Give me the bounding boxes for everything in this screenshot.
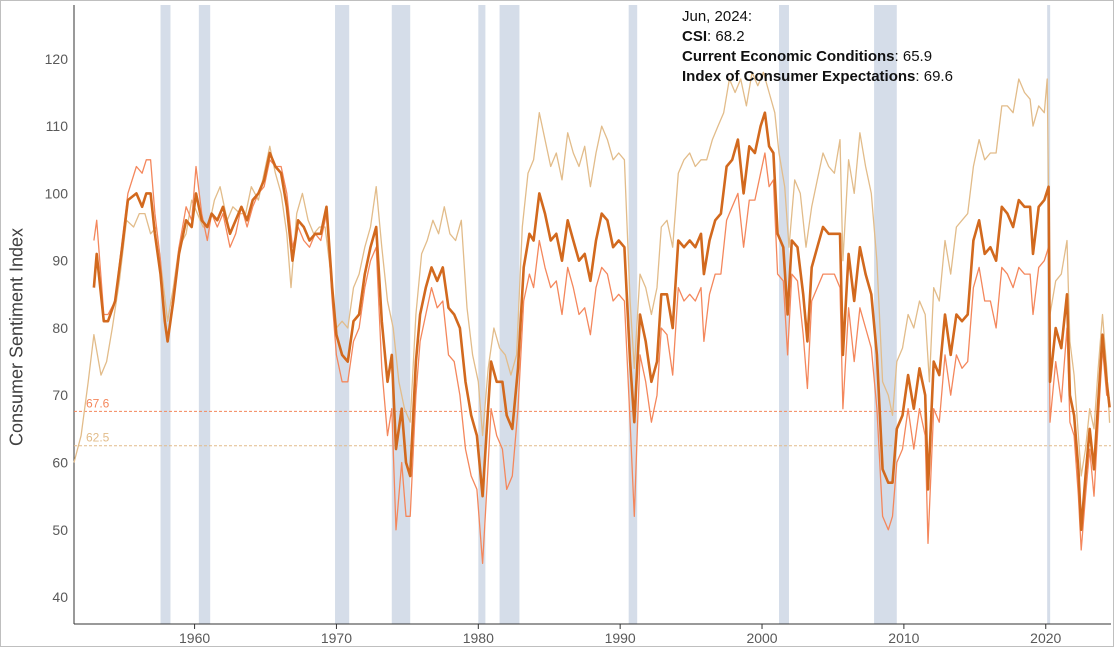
recession-band-8 bbox=[874, 5, 897, 624]
recession-band-1 bbox=[198, 5, 211, 624]
x-tick-2010: 2010 bbox=[888, 630, 919, 646]
reference-label-0: 67.6 bbox=[86, 396, 110, 410]
y-tick-50: 50 bbox=[52, 522, 68, 538]
tooltip-value-expectations: : 69.6 bbox=[915, 68, 953, 85]
recession-band-5 bbox=[499, 5, 520, 624]
series-line-expectations bbox=[93, 152, 1111, 565]
recession-band-4 bbox=[478, 5, 486, 624]
tooltip-name-current: Current Economic Conditions bbox=[682, 48, 895, 65]
recession-band-2 bbox=[335, 5, 350, 624]
tooltip-name-csi: CSI bbox=[682, 28, 708, 45]
y-tick-40: 40 bbox=[52, 589, 68, 605]
recession-band-6 bbox=[628, 5, 638, 624]
x-tick-1970: 1970 bbox=[321, 630, 352, 646]
y-tick-110: 110 bbox=[46, 118, 69, 134]
tooltip-row-current: Current Economic Conditions: 65.9 bbox=[682, 47, 953, 67]
y-tick-90: 90 bbox=[52, 253, 68, 269]
x-tick-1980: 1980 bbox=[463, 630, 494, 646]
y-tick-60: 60 bbox=[52, 455, 68, 471]
recession-band-0 bbox=[160, 5, 171, 624]
x-tick-1990: 1990 bbox=[605, 630, 636, 646]
x-tick-2020: 2020 bbox=[1030, 630, 1061, 646]
y-tick-100: 100 bbox=[45, 185, 69, 201]
series-line-csi bbox=[92, 111, 1111, 532]
y-tick-80: 80 bbox=[52, 320, 68, 336]
reference-label-1: 62.5 bbox=[86, 431, 110, 445]
hover-tooltip: Jun, 2024: CSI: 68.2 Current Economic Co… bbox=[682, 7, 953, 87]
y-axis-label: Consumer Sentiment Index bbox=[6, 227, 27, 447]
tooltip-date: Jun, 2024: bbox=[682, 8, 753, 25]
recession-band-3 bbox=[391, 5, 411, 624]
tooltip-name-expectations: Index of Consumer Expectations bbox=[682, 68, 916, 85]
tooltip-row-csi: CSI: 68.2 bbox=[682, 27, 953, 47]
tooltip-row-expectations: Index of Consumer Expectations: 69.6 bbox=[682, 67, 953, 87]
y-tick-120: 120 bbox=[45, 51, 69, 67]
y-tick-70: 70 bbox=[52, 387, 68, 403]
tooltip-value-current: : 65.9 bbox=[894, 48, 933, 65]
tooltip-value-csi: : 68.2 bbox=[707, 28, 745, 45]
series-line-current bbox=[73, 71, 1111, 477]
x-tick-2000: 2000 bbox=[746, 630, 777, 646]
recession-band-7 bbox=[779, 5, 789, 624]
x-tick-1960: 1960 bbox=[179, 630, 210, 646]
